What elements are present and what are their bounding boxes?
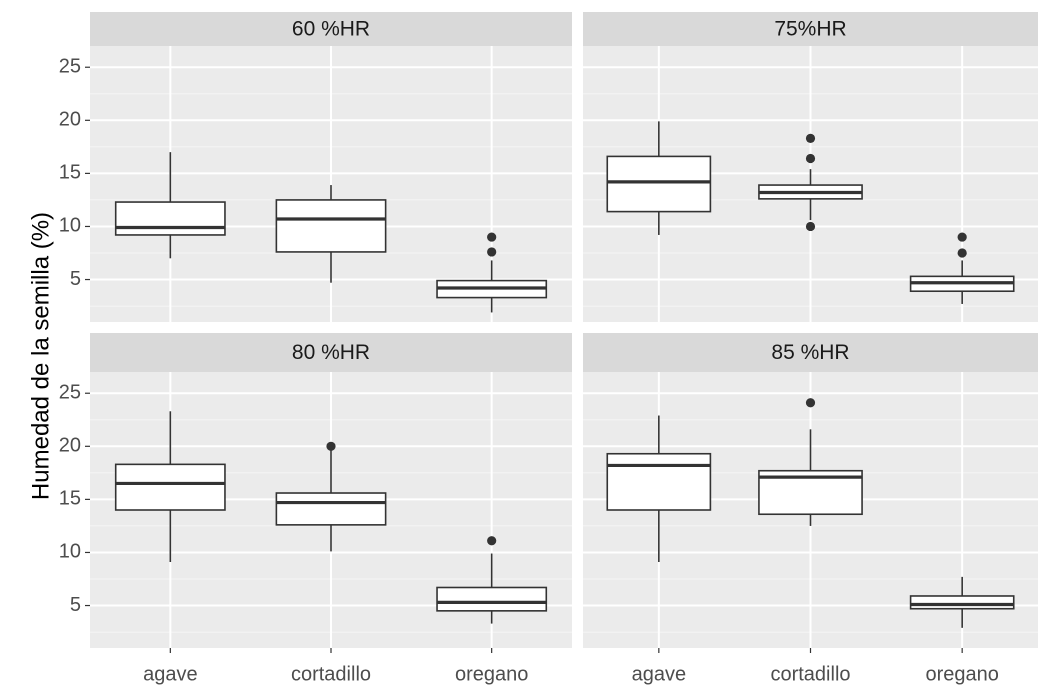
box-body [114, 201, 226, 236]
box-agave [114, 152, 226, 259]
y-tick-label: 25 [59, 56, 81, 78]
box-oregano [436, 232, 548, 313]
facet-strip-label: 80 %HR [292, 341, 370, 364]
box-oregano [909, 232, 1015, 304]
box-cortadillo [275, 185, 387, 283]
facet-strip [90, 333, 572, 372]
outlier-point [805, 133, 816, 143]
box-agave [606, 415, 712, 563]
box-body [436, 586, 548, 612]
facet-strip-label: 75%HR [774, 18, 846, 41]
facet-panel: 60 %HR 5 10 15 20 25 [59, 12, 572, 322]
y-axis-title: Humedad de la semilla (%) [27, 212, 54, 500]
box-body [606, 452, 712, 511]
outlier-point [957, 248, 967, 258]
box-oregano [909, 576, 1015, 628]
facet-panel: 85 %HR agave cortadillo oregano [583, 333, 1038, 685]
outlier-point [805, 153, 816, 164]
y-tick-label: 15 [59, 488, 81, 510]
outlier-point [805, 221, 816, 232]
outlier-point [326, 441, 336, 451]
facet-strip-label: 85 %HR [771, 341, 849, 364]
x-tick-label: cortadillo [291, 663, 371, 685]
box-cortadillo [758, 133, 863, 232]
box-body [606, 155, 712, 213]
x-tick-label: agave [632, 663, 687, 685]
box-agave [606, 121, 712, 235]
facet-panel: 75%HR [583, 12, 1038, 322]
y-tick-label: 5 [70, 268, 81, 290]
x-tick-label: cortadillo [770, 663, 850, 685]
y-tick-label: 25 [59, 382, 81, 404]
x-tick-label: oregano [925, 663, 998, 685]
outlier-point [487, 232, 497, 242]
facet-panel: 80 %HR 5 10 15 20 25 agave cortadillo oregano [59, 333, 572, 685]
box-cortadillo [758, 398, 863, 526]
y-tick-label: 10 [59, 541, 81, 563]
outlier-point [957, 232, 967, 242]
box-body [114, 463, 226, 511]
facet-strip-label: 60 %HR [292, 18, 370, 41]
box-body [275, 199, 387, 253]
y-tick-label: 10 [59, 215, 81, 237]
facet-strip [90, 12, 572, 46]
outlier-point [487, 247, 497, 257]
facet-panels: 60 %HR 5 10 15 20 25 75%HR 80 %HR 5 10 15 20 25 agave… [59, 12, 1038, 685]
x-tick-label: agave [143, 663, 198, 685]
box-agave [114, 411, 226, 563]
y-tick-label: 5 [70, 594, 81, 616]
y-tick-label: 15 [59, 162, 81, 184]
box-body [909, 595, 1015, 610]
outlier-point [487, 536, 497, 546]
y-tick-label: 20 [59, 435, 81, 457]
outlier-point [805, 398, 816, 408]
facet-strip [583, 333, 1038, 372]
facet-strip [583, 12, 1038, 46]
box-body [275, 492, 387, 526]
x-tick-label: oregano [455, 663, 528, 685]
box-oregano [436, 536, 548, 624]
y-tick-label: 20 [59, 109, 81, 131]
box-cortadillo [275, 441, 387, 552]
